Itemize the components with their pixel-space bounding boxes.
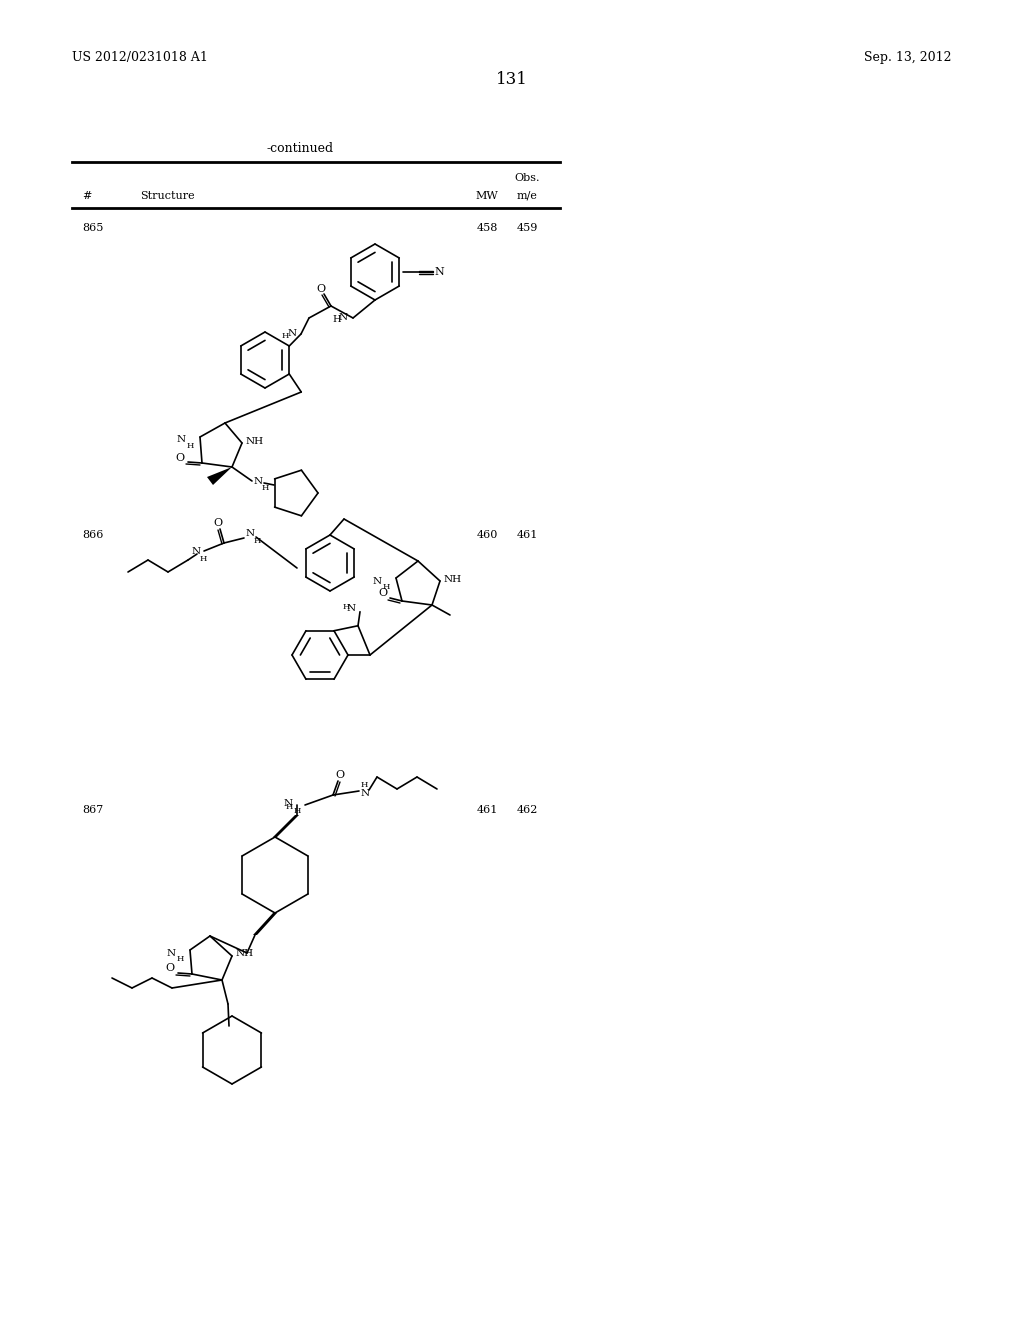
Text: H: H (343, 603, 350, 611)
Text: 460: 460 (476, 531, 498, 540)
Text: H: H (254, 537, 261, 545)
Text: O: O (316, 284, 326, 294)
Text: N: N (347, 605, 356, 614)
Text: N: N (246, 529, 255, 539)
Text: N: N (193, 546, 201, 556)
Text: H: H (294, 807, 301, 814)
Text: H: H (262, 484, 269, 492)
Text: H: H (361, 781, 369, 789)
Text: m/e: m/e (516, 191, 538, 201)
Text: H: H (383, 583, 390, 591)
Text: 865: 865 (82, 223, 103, 234)
Text: NH: NH (246, 437, 264, 446)
Text: N: N (373, 577, 382, 586)
Text: US 2012/0231018 A1: US 2012/0231018 A1 (72, 51, 208, 65)
Text: O: O (166, 964, 174, 973)
Text: H: H (333, 315, 341, 325)
Text: H: H (176, 954, 184, 964)
Text: N: N (254, 477, 263, 486)
Text: NH: NH (444, 574, 462, 583)
Text: 458: 458 (476, 223, 498, 234)
Text: 131: 131 (496, 71, 528, 88)
Text: 866: 866 (82, 531, 103, 540)
Text: H: H (286, 803, 293, 810)
Text: O: O (336, 770, 344, 780)
Text: N: N (284, 799, 293, 808)
Text: 461: 461 (476, 805, 498, 814)
Polygon shape (273, 814, 299, 837)
Text: NH: NH (236, 949, 254, 958)
Text: O: O (379, 587, 387, 598)
Text: H: H (186, 442, 194, 450)
Text: Obs.: Obs. (514, 173, 540, 183)
Text: 867: 867 (82, 805, 103, 814)
Text: N: N (167, 949, 176, 957)
Text: MW: MW (475, 191, 499, 201)
Text: O: O (175, 453, 184, 463)
Text: Structure: Structure (140, 191, 195, 201)
Text: #: # (82, 191, 91, 201)
Text: Sep. 13, 2012: Sep. 13, 2012 (864, 51, 952, 65)
Text: N: N (339, 314, 348, 322)
Text: 459: 459 (516, 223, 538, 234)
Text: N: N (434, 267, 443, 277)
Text: N: N (177, 436, 186, 445)
Text: 462: 462 (516, 805, 538, 814)
Text: O: O (213, 517, 222, 528)
Polygon shape (253, 913, 278, 935)
Text: 461: 461 (516, 531, 538, 540)
Text: N: N (361, 788, 370, 797)
Text: H: H (282, 333, 289, 341)
Text: H: H (200, 554, 208, 564)
Polygon shape (207, 467, 232, 484)
Text: N: N (288, 330, 297, 338)
Text: -continued: -continued (266, 141, 334, 154)
